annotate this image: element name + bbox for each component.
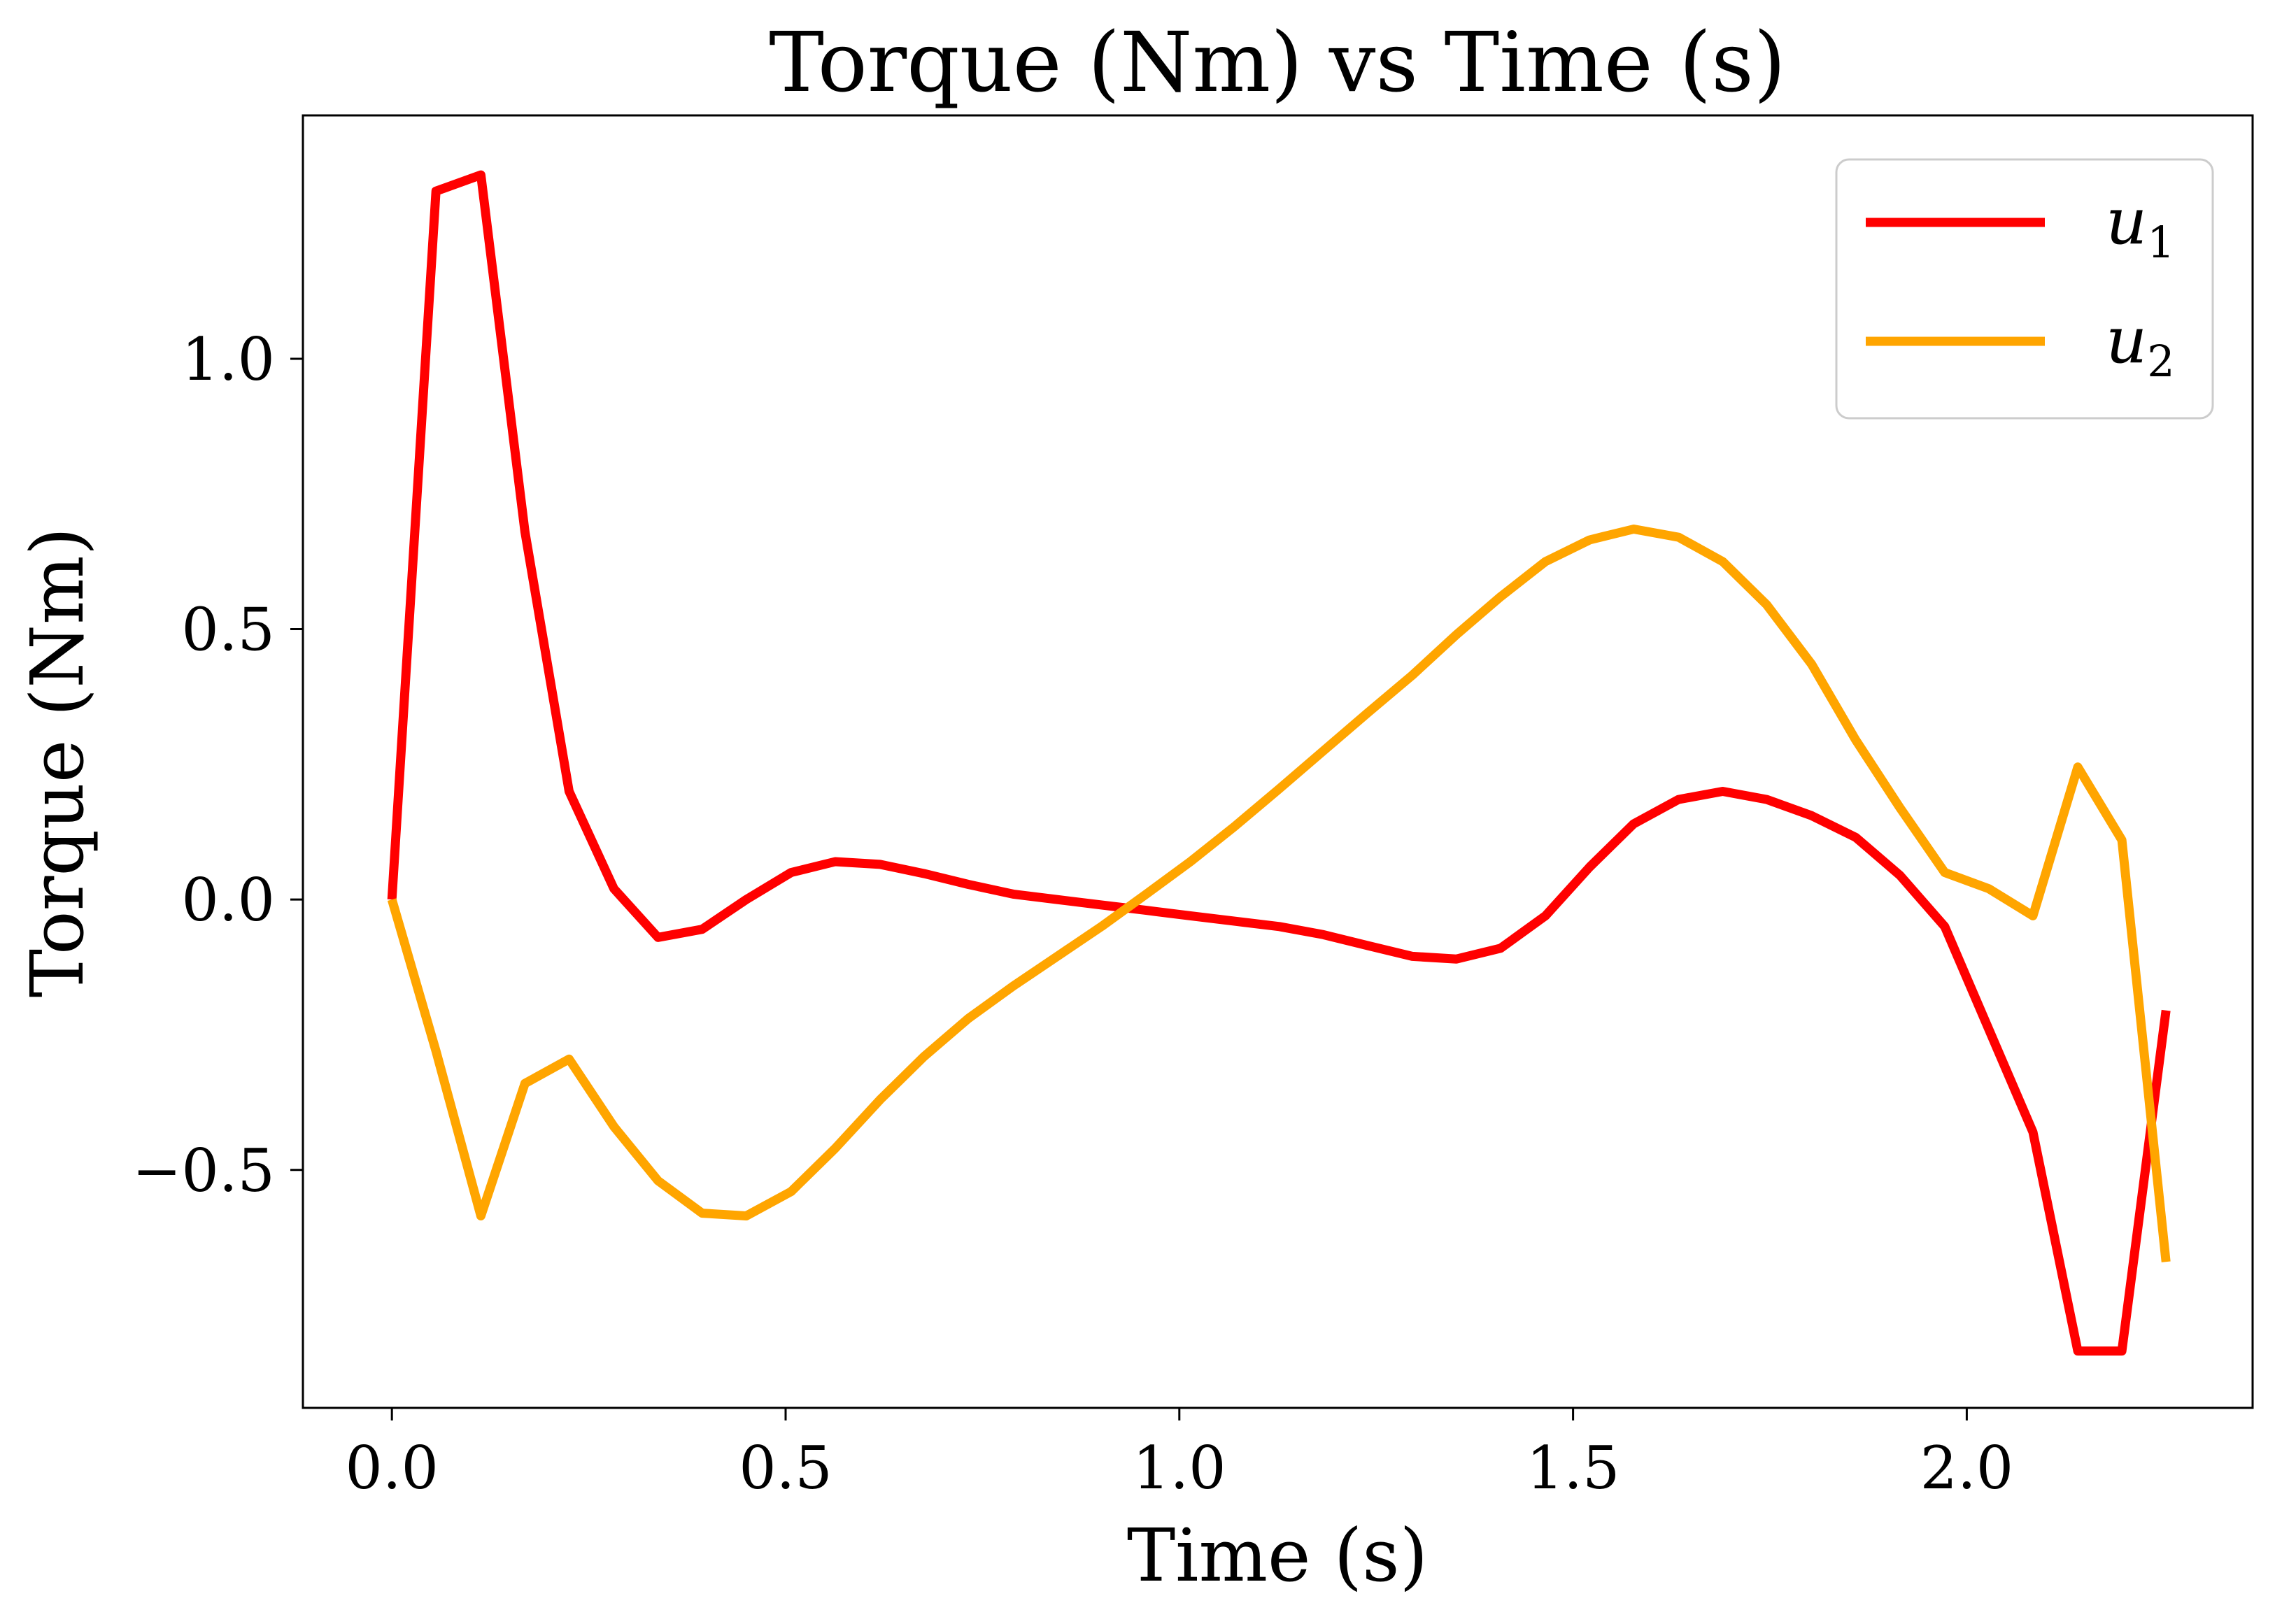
x-axis-label: Time (s) (1127, 1513, 1428, 1598)
y-tick-label: 0.0 (181, 866, 275, 934)
y-tick-label: 1.0 (181, 325, 275, 394)
legend-label-u2: u2 (2106, 303, 2175, 387)
x-tick-label: 2.0 (1920, 1434, 2014, 1502)
series-layer (387, 170, 2171, 1356)
y-tick-label: −0.5 (132, 1137, 275, 1205)
y-axis-label: Torque (Nm) (15, 527, 100, 998)
x-tick-label: 1.5 (1526, 1434, 1620, 1502)
series-line-u2 (387, 525, 2171, 1262)
legend-label-u1: u1 (2106, 184, 2175, 268)
series-line-u1 (387, 170, 2171, 1356)
axis-ticks: 0.0 0.5 1.0 1.5 2.0 −0.5 0.0 0.5 1.0 (132, 325, 2013, 1502)
chart-title: Torque (Nm) vs Time (s) (769, 14, 1786, 111)
x-tick-label: 0.0 (345, 1434, 439, 1502)
x-tick-label: 1.0 (1133, 1434, 1226, 1502)
plot-frame (302, 114, 2254, 1409)
y-tick-label: 0.5 (181, 596, 275, 664)
x-tick-label: 0.5 (739, 1434, 832, 1502)
